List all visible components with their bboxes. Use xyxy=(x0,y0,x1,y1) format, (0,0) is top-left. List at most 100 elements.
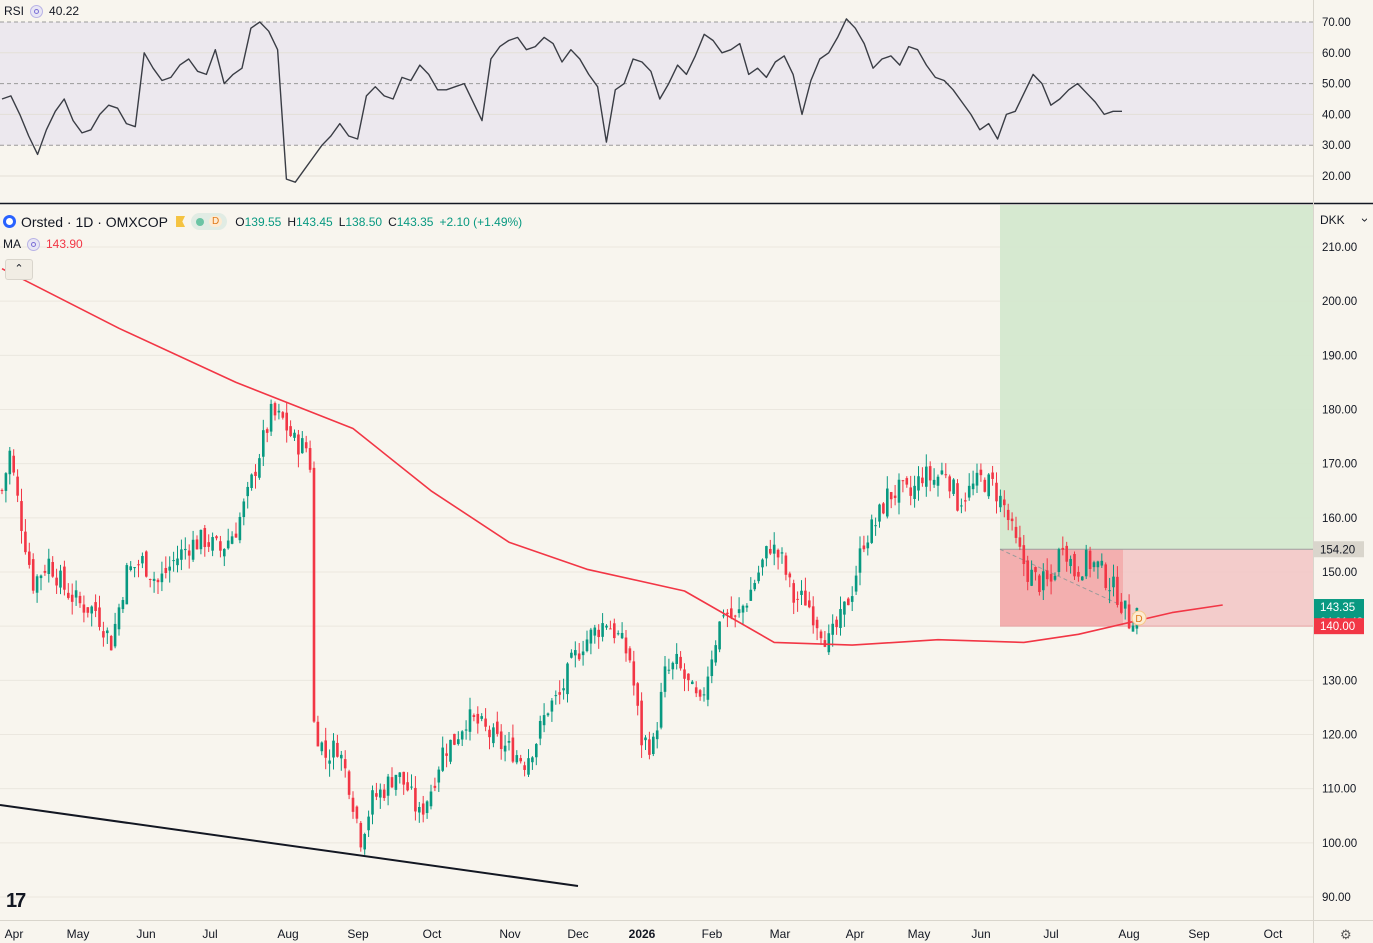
candle-body xyxy=(63,566,66,590)
time-tick-label: 2026 xyxy=(629,927,656,941)
candle-body xyxy=(577,653,581,660)
candle-body xyxy=(94,602,97,611)
candle-body xyxy=(254,471,257,477)
time-tick-label: May xyxy=(908,927,931,941)
candle-body xyxy=(133,567,136,569)
candle-body xyxy=(234,533,238,538)
rsi-value: 40.22 xyxy=(49,4,80,18)
candle-body xyxy=(215,536,218,539)
candle-body xyxy=(554,695,558,697)
collapse-legend-button[interactable]: ⌃ xyxy=(5,259,33,280)
symbol-title[interactable]: Orsted · 1D · OMXCOP xyxy=(21,213,169,230)
candle-body xyxy=(250,474,253,488)
ma-settings-icon[interactable] xyxy=(27,237,40,251)
candle-body xyxy=(815,619,819,629)
rsi-line xyxy=(1,18,1122,183)
candle-body xyxy=(917,476,920,491)
candle-body xyxy=(808,600,811,608)
candle-body xyxy=(796,598,799,600)
candle-body xyxy=(125,565,129,605)
time-tick-label: Oct xyxy=(1264,927,1283,941)
chevron-down-icon: ‹ xyxy=(1356,217,1372,223)
candle-body xyxy=(889,492,893,500)
time-tick-label: Jun xyxy=(971,927,990,941)
candle-body xyxy=(609,628,612,630)
candle-body xyxy=(788,573,792,578)
candle-body xyxy=(168,566,171,571)
candle-body xyxy=(78,595,82,604)
candle-body xyxy=(106,630,109,634)
candle-body xyxy=(289,426,292,436)
candle-body xyxy=(909,487,912,496)
candle-body xyxy=(511,737,515,762)
candle-body xyxy=(1045,570,1049,580)
candle-body xyxy=(667,669,671,671)
candle-body xyxy=(546,713,550,716)
candle-body xyxy=(663,666,667,692)
candle-body xyxy=(1100,560,1104,566)
price-tick-label: 170.00 xyxy=(1322,459,1357,471)
candle-body xyxy=(1131,625,1135,632)
candle-body xyxy=(515,755,519,763)
candle-body xyxy=(70,594,74,602)
candle-body xyxy=(480,716,483,719)
indicator-settings-icon[interactable] xyxy=(30,4,44,18)
candle-body xyxy=(425,801,429,814)
candle-body xyxy=(613,623,616,639)
candle-body xyxy=(847,598,850,606)
candle-body xyxy=(281,412,285,418)
candle-body xyxy=(437,769,441,783)
candle-body xyxy=(449,739,452,762)
candle-body xyxy=(991,472,994,479)
candle-body xyxy=(737,609,741,614)
candle-body xyxy=(893,495,897,498)
candle-body xyxy=(304,442,308,449)
candle-body xyxy=(262,430,265,457)
candle-body xyxy=(351,797,355,812)
candle-body xyxy=(0,490,4,492)
time-tick-label: Apr xyxy=(5,927,24,941)
candle-body xyxy=(55,577,58,586)
candle-body xyxy=(246,486,249,497)
candle-body xyxy=(691,681,694,685)
candle-body xyxy=(312,467,316,722)
time-tick-label: Oct xyxy=(423,927,442,941)
candle-body xyxy=(632,661,636,686)
candle-body xyxy=(187,550,191,556)
candle-body xyxy=(1018,537,1022,547)
currency-selector[interactable]: DKK ‹ xyxy=(1314,209,1373,231)
candle-body xyxy=(702,694,706,696)
price-tick-label: 90.00 xyxy=(1322,892,1351,904)
candle-body xyxy=(1069,558,1072,567)
candle-body xyxy=(964,500,967,502)
candle-body xyxy=(562,688,565,691)
time-tick-label: Sep xyxy=(347,927,369,941)
gear-icon[interactable]: ⚙ xyxy=(1340,927,1352,942)
candle-body xyxy=(835,619,838,628)
candle-body xyxy=(811,606,815,626)
candle-body xyxy=(585,639,589,652)
candle-body xyxy=(995,482,998,502)
tradingview-logo[interactable]: 17 xyxy=(6,890,26,912)
flag-icon[interactable] xyxy=(176,216,186,227)
candle-body xyxy=(406,782,409,791)
candle-body xyxy=(410,786,413,788)
candle-body xyxy=(59,570,62,588)
delay-badge: D xyxy=(209,216,223,227)
ohlc-low-label: L xyxy=(338,214,346,229)
candle-body xyxy=(1022,545,1026,565)
ohlc-low: 138.50 xyxy=(345,214,383,229)
time-tick-label: Dec xyxy=(567,927,588,941)
candle-body xyxy=(340,754,343,759)
candle-body xyxy=(570,652,573,658)
candle-body xyxy=(722,615,725,617)
candle-body xyxy=(757,572,760,582)
candle-body xyxy=(761,559,764,568)
candle-body xyxy=(1061,547,1065,550)
candle-body xyxy=(679,656,682,669)
data-status-pill[interactable]: D xyxy=(191,213,228,230)
candle-body xyxy=(1042,571,1045,591)
candle-body xyxy=(1081,576,1084,581)
candle-body xyxy=(28,551,31,565)
